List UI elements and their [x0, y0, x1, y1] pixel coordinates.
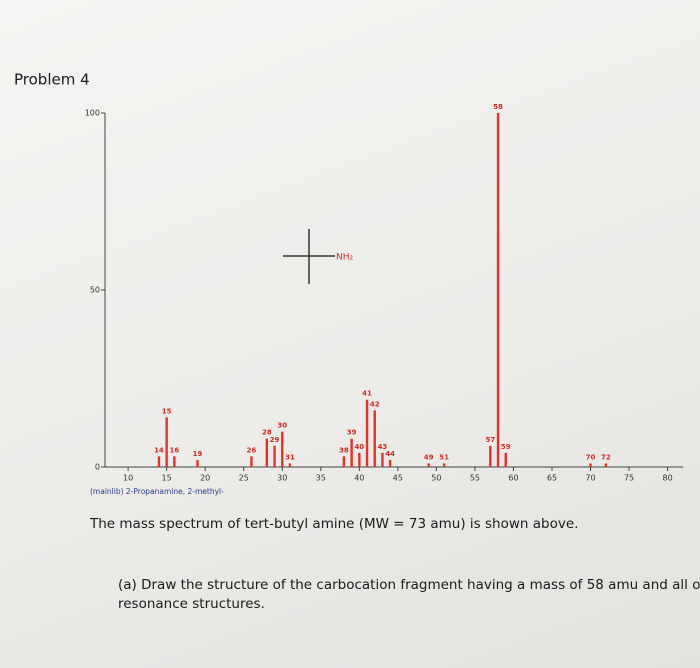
y-tick-label: 0 — [95, 463, 100, 472]
bar — [604, 463, 608, 467]
bar — [196, 459, 199, 467]
bar — [265, 438, 269, 467]
bar-label: 72 — [601, 453, 611, 461]
question-line: resonance structures. — [118, 596, 265, 612]
bar — [388, 459, 392, 467]
bar-label: 40 — [354, 443, 364, 451]
bar — [489, 445, 492, 467]
bar-label: 28 — [262, 429, 272, 437]
bar-label: 31 — [285, 453, 295, 461]
x-tick-label: 75 — [624, 474, 634, 483]
x-tick-label: 30 — [277, 474, 287, 483]
bar-label: 14 — [154, 446, 164, 454]
bar — [250, 456, 253, 467]
chart-caption: (mainlib) 2-Propanamine, 2-methyl- — [90, 487, 224, 496]
bar — [288, 463, 292, 467]
bar-label: 39 — [347, 429, 357, 437]
bar-label: 58 — [493, 103, 503, 111]
x-tick-label: 65 — [547, 474, 557, 483]
bar — [281, 431, 284, 467]
bar-label: 16 — [169, 446, 179, 454]
question-line: (a) Draw the structure of the carbocatio… — [118, 577, 700, 593]
x-tick-label: 25 — [239, 474, 249, 483]
structure-label: NH₂ — [336, 253, 354, 263]
bar — [496, 113, 500, 467]
bar-label: 70 — [586, 453, 596, 461]
bar-label: 15 — [162, 407, 172, 415]
bar-label: 57 — [485, 436, 495, 444]
bar — [427, 463, 430, 467]
bar — [365, 399, 369, 467]
x-tick-label: 45 — [393, 474, 403, 483]
bar-label: 44 — [385, 450, 395, 458]
bar-label: 38 — [339, 446, 349, 454]
x-tick-label: 10 — [123, 474, 133, 483]
x-tick-label: 15 — [162, 474, 172, 483]
bar-label: 30 — [277, 422, 287, 430]
bar — [381, 452, 384, 467]
bar — [442, 463, 446, 467]
bar — [173, 456, 176, 467]
statement: The mass spectrum of tert-butyl amine (M… — [89, 516, 578, 532]
bar-label: 51 — [439, 453, 449, 461]
x-tick-label: 50 — [431, 474, 441, 483]
bar-label: 43 — [378, 443, 388, 451]
bar — [358, 452, 361, 467]
bar-label: 29 — [270, 436, 280, 444]
bar-label: 41 — [362, 390, 372, 398]
bar — [165, 417, 168, 467]
problem-title: Problem 4 — [14, 71, 90, 89]
x-tick-label: 20 — [200, 474, 210, 483]
bar — [157, 456, 161, 467]
bar — [504, 452, 507, 467]
bar — [273, 445, 276, 467]
x-tick-label: 60 — [508, 474, 518, 483]
bar-label: 49 — [424, 453, 434, 461]
bar-label: 59 — [501, 443, 511, 451]
y-tick-label: 100 — [85, 109, 100, 118]
x-tick-label: 35 — [316, 474, 326, 483]
bar — [350, 438, 353, 467]
bar-label: 26 — [247, 446, 257, 454]
x-tick-label: 70 — [585, 474, 595, 483]
bar — [589, 463, 592, 467]
x-tick-label: 55 — [470, 474, 480, 483]
bar-label: 19 — [193, 450, 203, 458]
bar-label: 42 — [370, 400, 380, 408]
x-tick-label: 40 — [354, 474, 364, 483]
x-tick-label: 80 — [662, 474, 672, 483]
y-tick-label: 50 — [90, 286, 100, 295]
bar — [342, 456, 346, 467]
bar — [373, 410, 376, 467]
